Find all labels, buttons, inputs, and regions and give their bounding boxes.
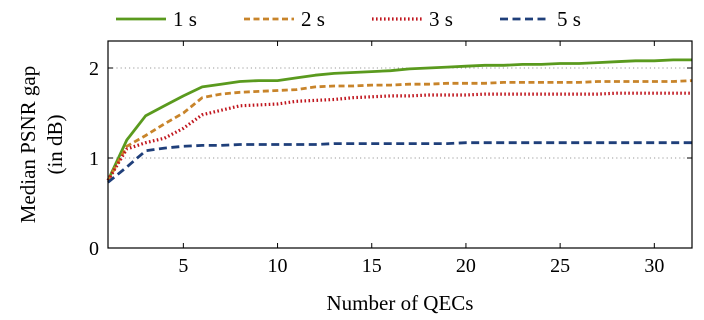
x-tick-label: 10 — [268, 255, 288, 277]
y-tick-label: 0 — [89, 238, 99, 260]
legend-label: 1 s — [173, 7, 197, 31]
legend: 1 s 2 s 3 s 5 s — [116, 7, 581, 31]
series-group — [106, 58, 693, 184]
y-tick-label: 2 — [89, 58, 99, 80]
x-axis-label: Number of QECs — [327, 291, 474, 315]
x-tick-label: 15 — [362, 255, 382, 277]
series-line-2s — [106, 79, 693, 182]
legend-label: 5 s — [557, 7, 581, 31]
x-tick-label: 20 — [456, 255, 476, 277]
grid — [108, 67, 692, 159]
y-axis-label-line2: (in dB) — [43, 114, 67, 174]
x-tick-label: 5 — [178, 255, 188, 277]
legend-label: 3 s — [429, 7, 453, 31]
plot-frame — [107, 40, 693, 249]
y-tick-label: 1 — [89, 148, 99, 170]
y-axis-label-line1: Median PSNR gap — [16, 66, 40, 224]
legend-label: 2 s — [301, 7, 325, 31]
x-tick-label: 30 — [644, 255, 664, 277]
ticks: 5 10 15 20 25 30 0 1 2 — [89, 41, 692, 277]
series-line-1s — [106, 58, 692, 182]
series-line-5s — [107, 141, 692, 184]
x-tick-label: 25 — [550, 255, 570, 277]
